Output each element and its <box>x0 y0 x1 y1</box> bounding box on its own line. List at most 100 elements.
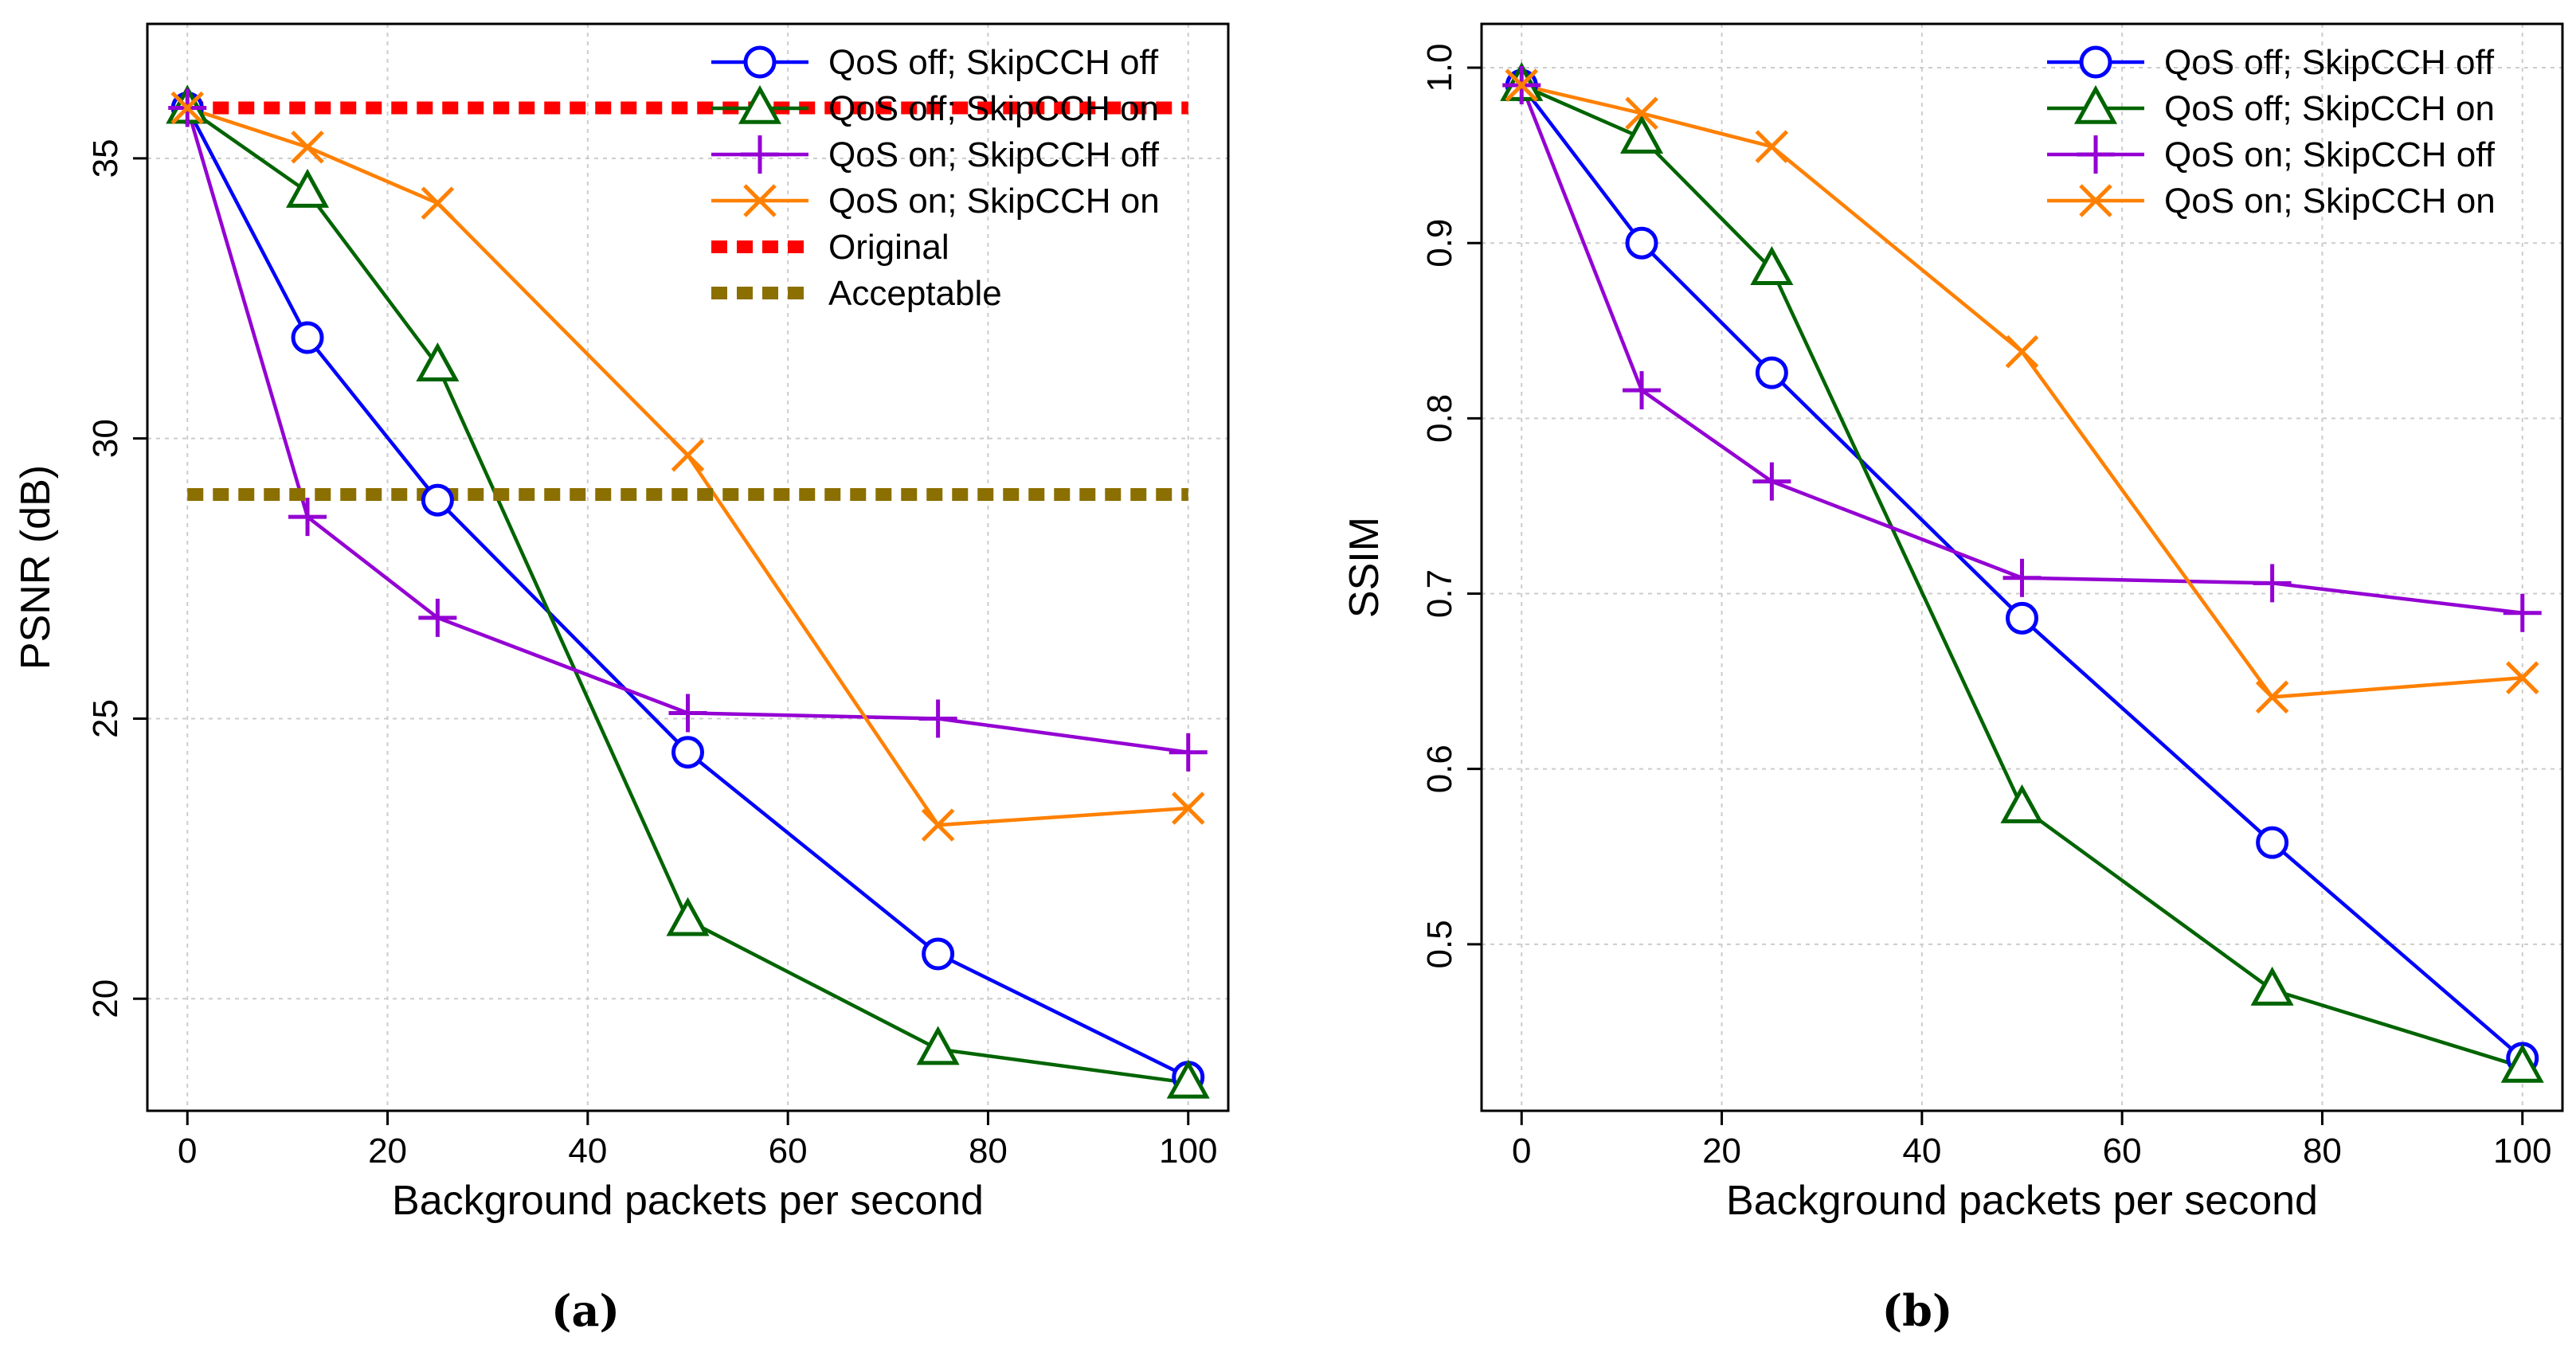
plot-frame <box>1480 22 2564 1112</box>
x-tick-label: 20 <box>368 1132 407 1171</box>
legend-label: QoS off; SkipCCH on <box>2164 89 2495 128</box>
data-point <box>418 598 457 637</box>
series-line <box>1521 83 2523 699</box>
x-axis-label: Background packets per second <box>1726 1178 2318 1224</box>
legend-label: QoS on; SkipCCH off <box>2164 135 2496 174</box>
data-point <box>668 694 707 733</box>
legend-label: QoS off; SkipCCH on <box>828 89 1159 128</box>
data-point <box>671 439 705 472</box>
data-point <box>1625 226 1658 260</box>
data-point <box>2002 558 2042 597</box>
x-tick-label: 0 <box>1512 1132 1531 1171</box>
y-tick-label: 0.5 <box>1420 920 1459 968</box>
data-point <box>1166 1059 1210 1099</box>
data-point <box>286 168 330 208</box>
data-point <box>2503 593 2542 632</box>
x-tick-label: 20 <box>1702 1132 1741 1171</box>
panel-label: (a) <box>551 1285 620 1336</box>
y-axis-label: SSIM <box>1341 517 1388 618</box>
series-line <box>1520 84 2524 1060</box>
data-point <box>1750 246 1794 286</box>
legend-label: QoS on; SkipCCH off <box>828 135 1160 174</box>
y-tick-label: 30 <box>86 419 125 458</box>
y-tick-label: 20 <box>86 979 125 1018</box>
data-point <box>671 736 704 769</box>
data-point <box>421 186 455 220</box>
x-tick-label: 60 <box>2103 1132 2142 1171</box>
y-tick-label: 0.8 <box>1420 394 1459 443</box>
data-point <box>921 808 955 842</box>
x-tick-label: 80 <box>969 1132 1008 1171</box>
y-tick-label: 25 <box>86 699 125 738</box>
x-tick-label: 80 <box>2303 1132 2342 1171</box>
series-line <box>186 107 1189 754</box>
data-point <box>291 131 324 164</box>
series-line <box>186 107 1189 1079</box>
panel-label: (b) <box>1882 1285 1953 1336</box>
data-point <box>1505 68 1539 102</box>
x-tick-label: 100 <box>1159 1132 1217 1171</box>
legend-marker <box>2077 135 2115 174</box>
series-line <box>1520 84 2523 615</box>
data-point <box>2255 680 2289 714</box>
legend-marker <box>741 135 779 174</box>
data-point <box>1620 114 1664 154</box>
plot-frame <box>146 22 1230 1112</box>
data-point <box>2500 1043 2544 1083</box>
chart-ssim: 0 20 40 60 80 100 0.5 0.6 0.7 0.8 0.9 1.0 QoS off; S… <box>1341 22 2564 1336</box>
data-point <box>2253 564 2292 603</box>
series-line <box>186 106 1189 1085</box>
legend-label: Original <box>828 228 949 267</box>
legend-label: QoS off; SkipCCH off <box>2164 43 2495 82</box>
data-point <box>1171 791 1205 825</box>
data-point <box>1169 733 1208 772</box>
data-point <box>2250 966 2294 1006</box>
y-tick-label: 35 <box>86 139 125 178</box>
legend-marker <box>2079 45 2112 79</box>
x-tick-label: 100 <box>2493 1132 2551 1171</box>
legend-label: QoS off; SkipCCH off <box>828 43 1159 82</box>
data-point <box>1755 130 1789 163</box>
data-point <box>1755 356 1788 389</box>
data-point <box>288 498 327 537</box>
data-point <box>2256 826 2289 859</box>
legend-marker <box>2073 84 2118 124</box>
x-tick-label: 60 <box>769 1132 808 1171</box>
y-axis-label: PSNR (dB) <box>13 465 59 670</box>
data-point <box>1623 371 1662 410</box>
data-point <box>2006 601 2038 635</box>
y-tick-label: 0.7 <box>1420 569 1459 618</box>
data-point <box>421 483 454 517</box>
legend-label: QoS on; SkipCCH on <box>828 182 1160 221</box>
legend-label: QoS on; SkipCCH on <box>2164 182 2496 221</box>
x-tick-label: 40 <box>1902 1132 1941 1171</box>
x-tick-label: 40 <box>568 1132 607 1171</box>
data-point <box>1752 462 1791 501</box>
y-tick-label: 0.9 <box>1420 219 1459 268</box>
legend-marker <box>2079 184 2112 217</box>
data-point <box>2005 334 2039 369</box>
data-point <box>170 91 205 125</box>
data-point <box>916 1026 960 1065</box>
data-point <box>918 699 957 738</box>
legend-marker <box>743 45 777 79</box>
y-tick-label: 1.0 <box>1420 43 1459 92</box>
data-point <box>1625 96 1658 131</box>
y-tick-label: 0.6 <box>1420 745 1459 793</box>
data-point <box>291 321 324 354</box>
data-point <box>666 897 710 936</box>
series-line <box>186 106 1188 827</box>
x-axis-label: Background packets per second <box>392 1178 984 1224</box>
legend-label: Acceptable <box>828 274 1002 313</box>
x-tick-label: 0 <box>178 1132 197 1171</box>
data-point <box>922 937 955 971</box>
chart-psnr: 0 20 40 60 80 100 20 25 30 35 QoS off; SkipCCH off… <box>13 22 1230 1336</box>
data-point <box>2505 661 2539 694</box>
series-line <box>1521 83 2523 1069</box>
legend-marker <box>738 84 782 124</box>
legend-marker <box>743 184 777 217</box>
data-point <box>2000 784 2044 823</box>
data-point <box>416 342 460 381</box>
